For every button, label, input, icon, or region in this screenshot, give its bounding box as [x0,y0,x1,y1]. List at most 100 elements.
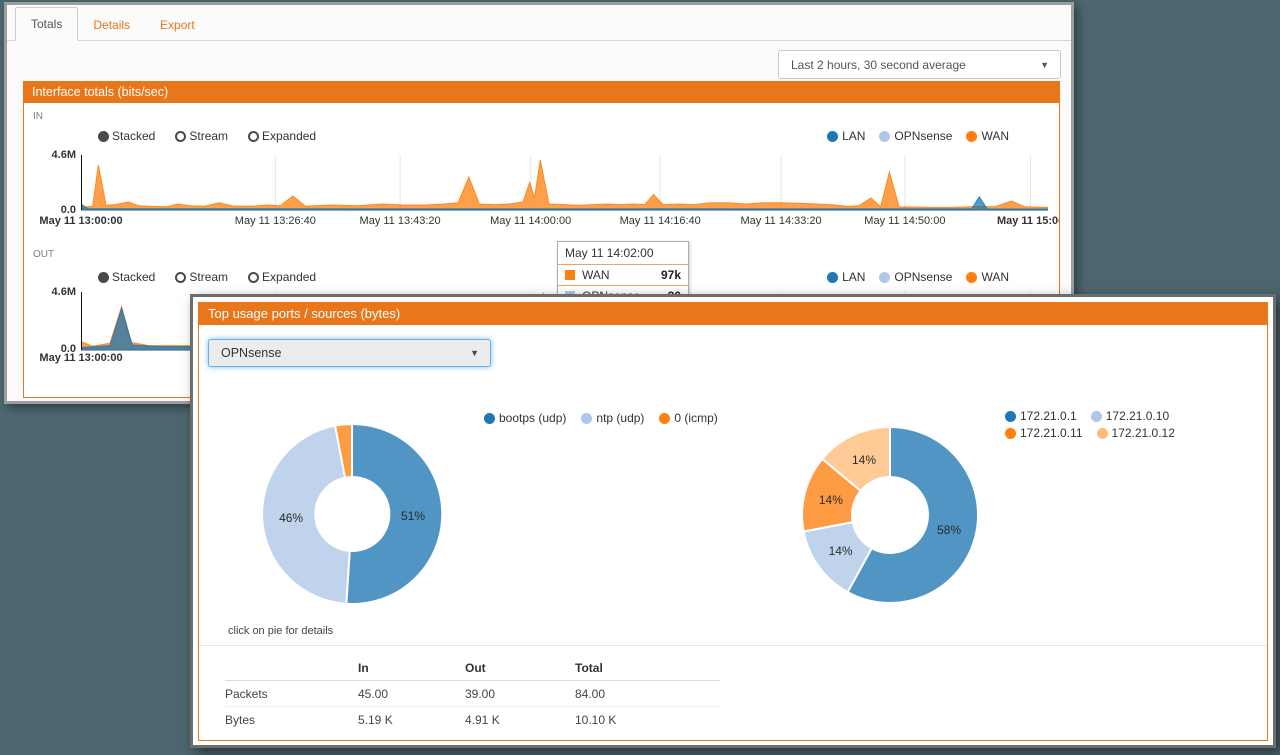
table-cell: 45.00 [358,686,389,701]
in-chart-legend: LAN OPNsense WAN [827,129,1009,143]
tooltip-series-name: WAN [582,268,610,282]
legend-item-172.21.0.12[interactable]: 172.21.0.12 [1096,426,1175,440]
column-header: In [358,660,369,675]
svg-text:14%: 14% [829,544,853,558]
in-chart-style-controls: Stacked Stream Expanded [98,129,316,143]
out-chart-style-controls: Stacked Stream Expanded [98,270,316,284]
legend-item-lan[interactable]: LAN [827,129,865,143]
radio-icon [248,271,260,283]
table-cell: 84.00 [575,686,606,701]
radio-selected-icon [98,130,109,142]
top-usage-body: OPNsense ▼ bootps (udp) ntp (udp) 0 (icmp)… [198,325,1268,741]
x-tick-label: May 11 13:00:00 [39,215,123,227]
table-cell: 4.91 K [465,712,500,727]
in-x-axis-labels: May 11 13:00:00 May 11 13:26:40 May 11 13:… [39,215,1060,229]
legend-dot [827,130,839,142]
legend-dot [1090,410,1102,422]
control-label: Stream [189,270,229,284]
legend-dot [1096,427,1108,439]
legend-item-172.21.0.11[interactable]: 172.21.0.11 [1005,426,1083,440]
radio-icon [175,271,187,283]
in-y-min-label: 0.0 [60,204,76,216]
legend-dot [966,130,978,142]
x-tick-label: May 11 14:33:20 [740,215,822,227]
interface-select[interactable]: OPNsense ▼ [208,339,491,367]
panel-title: Top usage ports / sources (bytes) [198,302,1268,325]
legend-dot [879,130,891,142]
table-cell: 5.19 K [358,712,393,727]
chart-style-stream[interactable]: Stream [175,129,228,143]
legend-item-lan[interactable]: LAN [827,270,865,284]
legend-label: 172.21.0.10 [1105,409,1170,423]
legend-dot [581,412,593,424]
legend-item-172.21.0.10[interactable]: 172.21.0.10 [1090,409,1170,423]
tab-details[interactable]: Details [93,18,131,32]
chevron-down-icon: ▼ [1040,59,1049,70]
chart-style-stacked[interactable]: Stacked [98,270,155,284]
in-section-label: IN [33,111,43,122]
ports-pie-legend: bootps (udp) ntp (udp) 0 (icmp) [484,411,718,425]
column-header: Total [575,660,603,675]
legend-label: LAN [842,270,866,284]
x-tick-label: May 11 15:06 [996,215,1060,227]
table-row: Bytes 5.19 K 4.91 K 10.10 K [225,707,720,732]
svg-text:14%: 14% [852,453,876,467]
legend-item-ntp-udp-[interactable]: ntp (udp) [581,411,644,425]
svg-text:51%: 51% [401,509,425,523]
time-range-select[interactable]: Last 2 hours, 30 second average ▼ [778,50,1061,79]
svg-text:14%: 14% [819,493,843,507]
interface-select-value: OPNsense [221,346,282,360]
out-y-min-label: 0.0 [60,343,76,355]
pie-hint-text: click on pie for details [228,625,334,637]
legend-dot [827,271,839,283]
chart-style-stream[interactable]: Stream [175,270,228,284]
table-header-row: In Out Total [225,655,720,681]
out-y-max-label: 4.6M [51,286,76,298]
x-tick-label: May 11 13:00:00 [39,352,123,364]
top-sources-pie-chart[interactable]: 58% 14% 14% 14% [800,425,980,605]
out-x-axis-labels: May 11 13:00:00 [39,352,1059,366]
legend-dot [1005,410,1016,422]
x-tick-label: May 11 13:26:40 [234,215,316,227]
legend-label: OPNsense [894,270,953,284]
legend-label: 0 (icmp) [674,411,718,425]
legend-item-wan[interactable]: WAN [966,270,1009,284]
tab-export[interactable]: Export [160,18,195,32]
svg-text:46%: 46% [279,511,303,525]
top-ports-pie-chart[interactable]: 51% 46% [260,422,444,606]
legend-label: 172.21.0.12 [1111,426,1175,440]
control-label: Expanded [262,270,317,284]
tab-totals[interactable]: Totals [15,7,79,41]
panel-title: Interface totals (bits/sec) [23,81,1060,103]
legend-label: WAN [981,129,1009,143]
chart-style-expanded[interactable]: Expanded [248,270,316,284]
legend-item-opnsense[interactable]: OPNsense [879,129,952,143]
out-chart-legend: LAN OPNsense WAN [827,270,1009,284]
legend-item-172.21.0.1[interactable]: 172.21.0.1 [1005,409,1077,423]
chart-style-expanded[interactable]: Expanded [248,129,316,143]
chart-style-stacked[interactable]: Stacked [98,129,155,143]
legend-item-bootps-udp-[interactable]: bootps (udp) [484,411,566,425]
control-label: Stacked [112,129,156,143]
series-swatch [565,270,575,280]
legend-item-opnsense[interactable]: OPNsense [879,270,952,284]
legend-item-0-icmp-[interactable]: 0 (icmp) [659,411,718,425]
legend-dot [1005,427,1016,439]
in-traffic-chart[interactable] [81,155,1048,212]
legend-label: bootps (udp) [499,411,567,425]
tooltip-row-wan: WAN 97k [558,264,688,285]
legend-label: 172.21.0.11 [1020,426,1083,440]
legend-label: 172.21.0.1 [1020,409,1077,423]
top-usage-panel: Top usage ports / sources (bytes) OPNsen… [198,302,1268,741]
legend-item-wan[interactable]: WAN [966,129,1009,143]
sources-pie-legend: 172.21.0.1 172.21.0.10 172.21.0.11 172.21.0… [1005,409,1253,440]
x-tick-label: May 11 14:16:40 [619,215,701,227]
legend-label: ntp (udp) [596,411,645,425]
x-tick-label: May 11 14:00:00 [490,215,572,227]
radio-selected-icon [98,271,109,283]
table-cell: Bytes [225,712,256,727]
legend-label: LAN [842,129,866,143]
totals-table: In Out Total Packets 45.00 39.00 84.00 Bytes 5.1… [225,655,720,732]
control-label: Stacked [112,270,156,284]
legend-dot [484,412,495,424]
